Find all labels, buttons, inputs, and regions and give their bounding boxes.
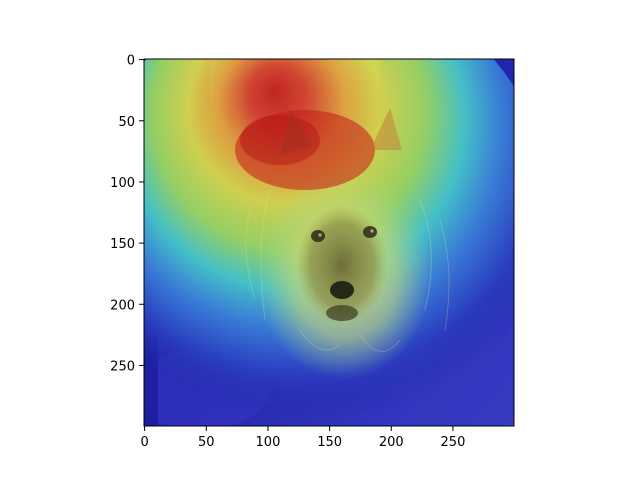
axes-frame xyxy=(143,58,515,427)
y-tick-label: 200 xyxy=(110,298,135,313)
x-axis: 0 50 100 150 200 250 xyxy=(140,426,465,450)
heatmap-image xyxy=(144,59,514,426)
x-tick-label: 100 xyxy=(256,435,281,450)
x-tick-label: 200 xyxy=(379,435,404,450)
y-tick-label: 0 xyxy=(127,54,135,69)
y-tick-label: 150 xyxy=(110,237,135,252)
y-tick-label: 250 xyxy=(110,359,135,374)
y-tick-label: 100 xyxy=(110,176,135,191)
x-tick-label: 250 xyxy=(441,435,466,450)
y-axis: 0 50 100 150 200 250 xyxy=(110,54,144,374)
y-tick-label: 50 xyxy=(118,115,135,130)
x-tick-label: 50 xyxy=(198,435,215,450)
x-tick-label: 150 xyxy=(317,435,342,450)
x-tick-label: 0 xyxy=(140,435,148,450)
